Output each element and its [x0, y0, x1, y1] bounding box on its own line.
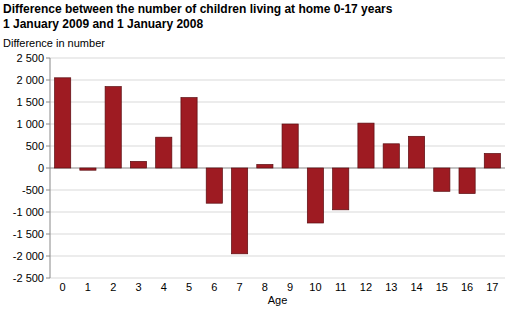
y-tick [46, 80, 50, 81]
x-tick-label: 5 [186, 281, 192, 293]
y-tick [46, 190, 50, 191]
y-tick [46, 102, 50, 103]
y-tick-label: 1 000 [16, 118, 44, 130]
x-tick-label: 0 [60, 281, 66, 293]
x-tick-label: 11 [335, 281, 346, 293]
y-tick [46, 278, 50, 279]
x-tick-label: 12 [360, 281, 372, 293]
y-tick-label: 0 [38, 162, 44, 174]
bar [459, 168, 475, 194]
x-tick-label: 8 [262, 281, 268, 293]
bar [484, 153, 500, 168]
bar [257, 164, 273, 168]
y-tick [46, 234, 50, 235]
y-tick-label: -1 500 [13, 228, 44, 240]
y-tick [46, 256, 50, 257]
x-axis-label: Age [268, 294, 288, 306]
y-tick-label: 2 000 [16, 74, 44, 86]
bars [55, 78, 501, 254]
x-tick-label: 10 [309, 281, 321, 293]
bar [130, 161, 146, 168]
x-tick-label: 9 [287, 281, 293, 293]
chart: Difference between the number of childre… [0, 0, 516, 310]
title-line: Difference between the number of childre… [3, 2, 393, 16]
bar [55, 78, 71, 168]
x-tick-label: 6 [211, 281, 217, 293]
bar [307, 168, 323, 223]
y-tick [46, 168, 50, 169]
x-tick-label: 3 [135, 281, 141, 293]
y-axis-label: Difference in number [3, 37, 105, 49]
grid-line [50, 58, 505, 59]
bar [80, 168, 96, 170]
y-tick-label: -2 000 [13, 250, 44, 262]
grid-line [50, 278, 505, 279]
y-tick [46, 58, 50, 59]
y-tick-label: 1 500 [16, 96, 44, 108]
x-tick-label: 13 [385, 281, 397, 293]
bar [358, 123, 374, 168]
x-tick-label: 14 [410, 281, 422, 293]
title: Difference between the number of childre… [3, 2, 393, 31]
y-tick-label: -2 500 [13, 272, 44, 284]
bar [434, 168, 450, 191]
x-tick-label: 15 [436, 281, 448, 293]
y-tick [46, 212, 50, 213]
grid-line [50, 212, 505, 213]
x-tick-label: 1 [85, 281, 91, 293]
bar [105, 87, 121, 168]
bar [181, 98, 197, 168]
x-tick-label: 17 [486, 281, 498, 293]
x-tick-label: 16 [461, 281, 473, 293]
y-tick [46, 146, 50, 147]
bar [383, 144, 399, 168]
grid-line [50, 256, 505, 257]
y-tick-label: -1 000 [13, 206, 44, 218]
bar [206, 168, 222, 203]
x-tick-label: 2 [110, 281, 116, 293]
y-tick-label: 2 500 [16, 52, 44, 64]
y-tick-label: 500 [26, 140, 44, 152]
y-tick-label: -500 [22, 184, 44, 196]
x-tick-label: 7 [237, 281, 243, 293]
title-line: 1 January 2009 and 1 January 2008 [3, 17, 203, 31]
grid-line [50, 234, 505, 235]
bar [282, 124, 298, 168]
bar [231, 168, 247, 254]
bar [156, 137, 172, 168]
x-tick-label: 4 [161, 281, 167, 293]
bar [333, 168, 349, 210]
y-axis-line [50, 58, 51, 278]
bar [408, 136, 424, 168]
grid-line [50, 80, 505, 81]
y-tick [46, 124, 50, 125]
